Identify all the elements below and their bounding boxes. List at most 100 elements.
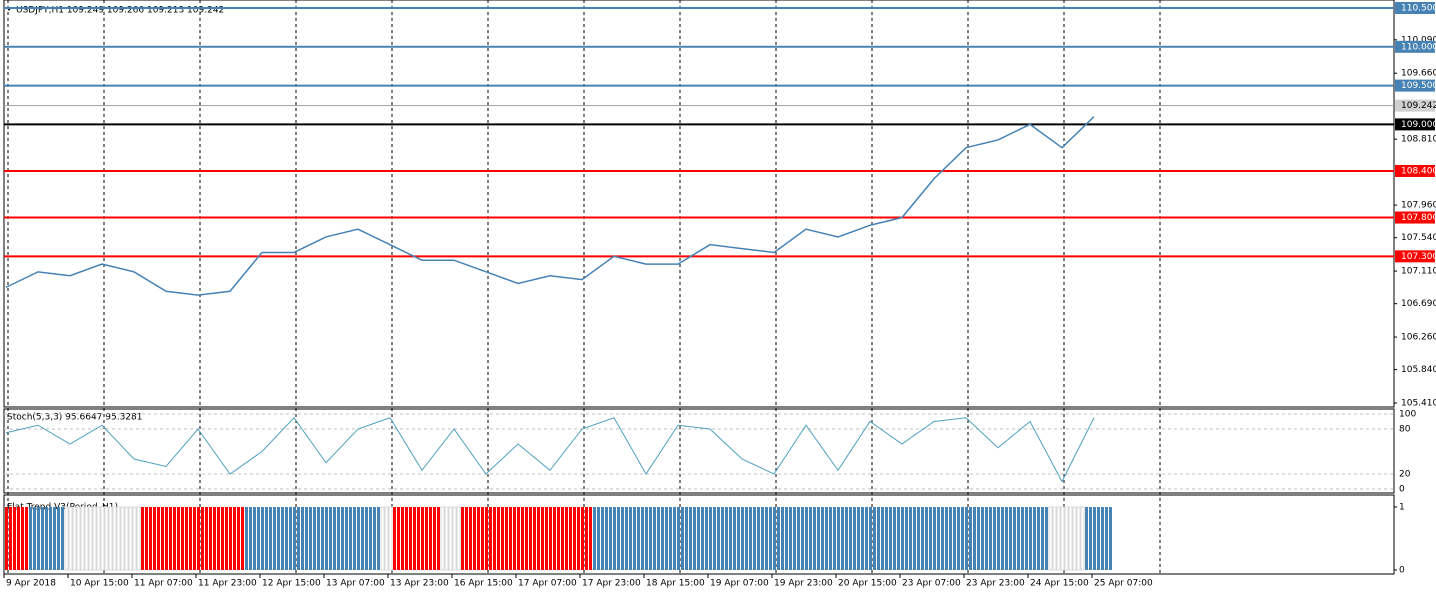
level-box <box>1395 164 1435 177</box>
trend-bar <box>329 507 332 570</box>
trend-bar <box>100 506 105 571</box>
trend-bar <box>949 507 952 570</box>
trend-bar <box>461 507 464 570</box>
price-panel <box>3 0 1395 408</box>
trend-bar <box>533 507 536 570</box>
trend-bar <box>845 507 848 570</box>
trend-bar <box>293 507 296 570</box>
trend-bar <box>529 507 532 570</box>
level-box <box>1395 211 1435 224</box>
trend-bar <box>837 507 840 570</box>
trend-bar <box>633 507 636 570</box>
trend-bar <box>809 507 812 570</box>
trend-bar <box>1037 507 1040 570</box>
trend-bar <box>557 507 560 570</box>
trend-bar <box>713 507 716 570</box>
trend-bar <box>773 507 776 570</box>
trend-bar <box>969 507 972 570</box>
trend-bar <box>233 507 236 570</box>
trend-bar <box>257 507 260 570</box>
trend-bar <box>193 507 196 570</box>
trend-bar <box>877 507 880 570</box>
trend-bar <box>456 506 461 571</box>
trend-bar <box>116 506 121 571</box>
trend-bar <box>997 507 1000 570</box>
trend-bar <box>473 507 476 570</box>
trend-bar <box>569 507 572 570</box>
trend-bar <box>769 507 772 570</box>
trend-bar <box>317 507 320 570</box>
trend-bar <box>1060 506 1065 571</box>
trend-bar <box>185 507 188 570</box>
trend-bar <box>33 507 36 570</box>
trend-bar <box>801 507 804 570</box>
trend-bar <box>905 507 908 570</box>
trend-bar <box>545 507 548 570</box>
trend-bar <box>277 507 280 570</box>
trend-bar <box>253 507 256 570</box>
trend-bar <box>241 507 244 570</box>
level-box <box>1395 118 1435 131</box>
stoch-line <box>5 416 1095 483</box>
trend-bar <box>973 507 976 570</box>
trend-bar <box>425 507 428 570</box>
trend-bar <box>613 507 616 570</box>
time-label: 19 Apr 23:00 <box>774 579 833 589</box>
trend-segment <box>5 507 28 570</box>
trend-bar <box>493 507 496 570</box>
trend-bar <box>88 506 93 571</box>
trend-bar <box>96 506 101 571</box>
trend-bar <box>853 507 856 570</box>
trend-bar <box>9 507 12 570</box>
trend-bar <box>209 507 212 570</box>
trend-bar <box>380 506 385 571</box>
trend-bar <box>273 507 276 570</box>
trend-bar <box>289 507 292 570</box>
trend-bar <box>225 507 228 570</box>
trend-bar <box>128 506 133 571</box>
time-label: 17 Apr 07:00 <box>518 579 577 589</box>
trend-bar <box>145 507 148 570</box>
trend-bar <box>857 507 860 570</box>
trend-bar <box>813 507 816 570</box>
trend-bar <box>413 507 416 570</box>
trend-bar <box>365 507 368 570</box>
trend-bar <box>1033 507 1036 570</box>
trend-bar <box>685 507 688 570</box>
trend-bar <box>1080 506 1085 571</box>
trend-bar <box>1052 506 1057 571</box>
trend-bar <box>297 507 300 570</box>
trend-bar <box>177 507 180 570</box>
trend-bar <box>625 507 628 570</box>
y-tick-label: 107.960 <box>1401 201 1436 211</box>
y-tick-label: 107.540 <box>1401 233 1436 243</box>
trend-segment <box>245 507 380 570</box>
trend-bar <box>661 507 664 570</box>
level-box <box>1395 2 1435 14</box>
trend-bar <box>501 507 504 570</box>
trend-tick-label: 0 <box>1399 566 1405 576</box>
trend-bar <box>965 507 968 570</box>
trend-bar <box>165 507 168 570</box>
level-label: 109.500 <box>1401 81 1436 91</box>
stoch-tick-label: 80 <box>1399 425 1411 435</box>
trend-bar <box>829 507 832 570</box>
trend-bar <box>521 507 524 570</box>
trend-bar <box>64 506 69 571</box>
trend-bar <box>701 507 704 570</box>
trend-bar <box>369 507 372 570</box>
trend-bar <box>1068 506 1073 571</box>
trend-segment <box>593 507 1048 570</box>
trend-bar <box>1005 507 1008 570</box>
trend-bar <box>440 506 445 571</box>
trend-bar <box>361 507 364 570</box>
trend-bar <box>489 507 492 570</box>
trend-bar <box>1025 507 1028 570</box>
trend-bar <box>281 507 284 570</box>
trend-bar <box>605 507 608 570</box>
time-label: 11 Apr 07:00 <box>134 579 193 589</box>
trend-bar <box>921 507 924 570</box>
trend-bar <box>1009 507 1012 570</box>
trend-bar <box>725 507 728 570</box>
